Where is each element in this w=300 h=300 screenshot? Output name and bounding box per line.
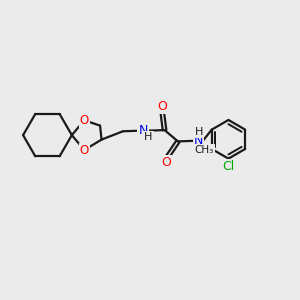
Text: H: H: [195, 128, 203, 137]
Text: Cl: Cl: [222, 160, 235, 172]
Text: O: O: [80, 114, 89, 127]
Text: N: N: [139, 124, 148, 137]
Text: CH₃: CH₃: [195, 145, 214, 154]
Text: O: O: [157, 100, 167, 113]
Text: O: O: [161, 156, 171, 169]
Text: O: O: [80, 143, 89, 157]
Text: H: H: [144, 132, 153, 142]
Text: N: N: [194, 134, 203, 147]
